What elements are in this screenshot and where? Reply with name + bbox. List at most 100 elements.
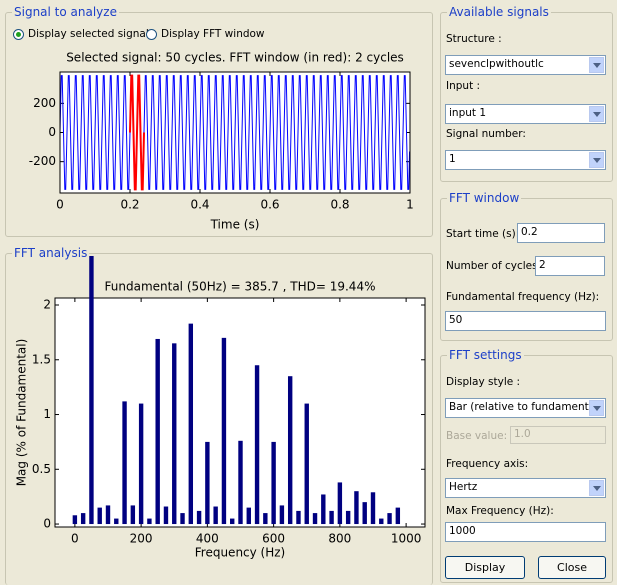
display-style-dropdown[interactable]: Bar (relative to fundamental) xyxy=(445,398,606,418)
structure-dropdown[interactable]: sevenclpwithoutlc xyxy=(445,55,606,75)
radio-fft[interactable] xyxy=(146,29,157,40)
panel-title: FFT window xyxy=(447,191,522,205)
bar xyxy=(312,513,318,525)
label: Frequency axis: xyxy=(446,458,529,470)
available-signals-panel: Available signals xyxy=(440,5,613,182)
bar xyxy=(387,513,392,525)
fft-window-line xyxy=(129,74,145,191)
y-axis-label: Mag (% of Fundamental) xyxy=(15,339,29,487)
chart-title: Selected signal: 50 cycles. FFT window (… xyxy=(66,51,404,65)
panel-title: Available signals xyxy=(447,5,551,19)
close-button[interactable]: Close xyxy=(538,556,606,579)
frequency-axis-dropdown[interactable]: Hertz xyxy=(445,478,606,498)
bar xyxy=(213,506,218,525)
label: Fundamental frequency (Hz): xyxy=(446,291,600,303)
x-tick-label: 0 xyxy=(71,532,79,546)
bar xyxy=(370,492,376,525)
y-tick-label: 0.5 xyxy=(32,462,51,476)
bar xyxy=(304,403,309,525)
x-tick-label: 0.2 xyxy=(120,198,139,212)
fft-settings-panel: FFT settings xyxy=(440,348,613,583)
label: Number of cycles: xyxy=(446,260,542,272)
y-tick-label: 0 xyxy=(48,125,56,139)
signal-line xyxy=(60,75,410,190)
bar xyxy=(329,510,334,525)
x-axis-label: Frequency (Hz) xyxy=(195,546,286,560)
fft-window xyxy=(129,74,145,191)
x-tick-label: 0.4 xyxy=(190,198,209,212)
bars xyxy=(72,256,401,525)
bar xyxy=(321,494,326,525)
bar xyxy=(395,507,401,525)
base-value-input: 1.0 xyxy=(510,426,606,444)
cycles-input[interactable]: 2 xyxy=(535,256,605,276)
label: Base value: xyxy=(446,430,508,442)
panel-title: FFT analysis xyxy=(12,246,90,260)
bar xyxy=(188,323,194,525)
display-button[interactable]: Display xyxy=(445,556,525,579)
bar xyxy=(72,515,78,525)
bar xyxy=(345,510,351,525)
panel-title: Signal to analyze xyxy=(12,5,119,19)
x-axis-label: Time (s) xyxy=(210,218,260,232)
signal-panel: Signal to analyze xyxy=(5,5,433,237)
bar xyxy=(122,401,127,525)
bar xyxy=(138,403,144,525)
y-tick-label: 1 xyxy=(43,407,51,421)
x-tick-label: 400 xyxy=(196,532,219,546)
x-tick-label: 0 xyxy=(56,198,64,212)
bar xyxy=(271,441,276,525)
dropdown-value: Hertz xyxy=(449,481,478,493)
fft-window-panel: FFT window xyxy=(440,191,613,341)
x-tick-label: 0.8 xyxy=(330,198,349,212)
bar xyxy=(230,518,235,525)
bar xyxy=(130,505,136,525)
bar xyxy=(238,440,243,525)
plots: Selected signal: 50 cycles. FFT window (… xyxy=(15,51,426,560)
signal-number-dropdown[interactable]: 1 xyxy=(445,150,606,170)
x-tick-label: 600 xyxy=(262,532,285,546)
bar xyxy=(163,506,169,525)
label: Input : xyxy=(446,80,481,92)
radio-selected[interactable] xyxy=(13,29,24,40)
bar xyxy=(172,343,177,525)
y-tick-label: 1.5 xyxy=(32,352,51,366)
x-tick-label: 800 xyxy=(328,532,351,546)
bar xyxy=(354,491,359,525)
bar xyxy=(97,507,102,525)
signal xyxy=(60,74,410,191)
max-frequency-input[interactable]: 1000 xyxy=(445,522,606,542)
plot-border xyxy=(59,71,411,194)
bar xyxy=(180,513,185,525)
x-tick-label: 200 xyxy=(130,532,153,546)
bar xyxy=(155,338,160,525)
bar xyxy=(362,502,367,525)
bar xyxy=(114,518,119,525)
bar xyxy=(263,513,268,525)
bar xyxy=(80,513,86,525)
label: Max Frequency (Hz): xyxy=(446,505,554,517)
bar xyxy=(89,256,94,525)
label: Display style : xyxy=(446,376,521,388)
start-time-input[interactable]: 0.2 xyxy=(517,223,605,243)
bar xyxy=(337,482,343,525)
y-tick-label: 2 xyxy=(43,298,51,312)
plot-border xyxy=(54,297,426,528)
bar xyxy=(379,518,384,525)
radio-label[interactable]: Display selected signal xyxy=(28,28,149,40)
bar xyxy=(254,365,260,525)
bar xyxy=(296,510,301,525)
x-tick-label: 1 xyxy=(406,198,414,212)
y-tick-label: 200 xyxy=(33,96,56,110)
panel-title: FFT settings xyxy=(447,348,524,362)
dropdown-value: Bar (relative to fundamental) xyxy=(449,401,603,413)
y-tick-label: -200 xyxy=(29,154,56,168)
fundamental-input[interactable]: 50 xyxy=(445,311,606,331)
dropdown-value: input 1 xyxy=(449,107,487,119)
dropdown-value: 1 xyxy=(449,153,456,165)
bar xyxy=(105,505,111,525)
input-dropdown[interactable]: input 1 xyxy=(445,104,606,124)
bar xyxy=(196,510,202,525)
radio-label[interactable]: Display FFT window xyxy=(161,28,265,40)
